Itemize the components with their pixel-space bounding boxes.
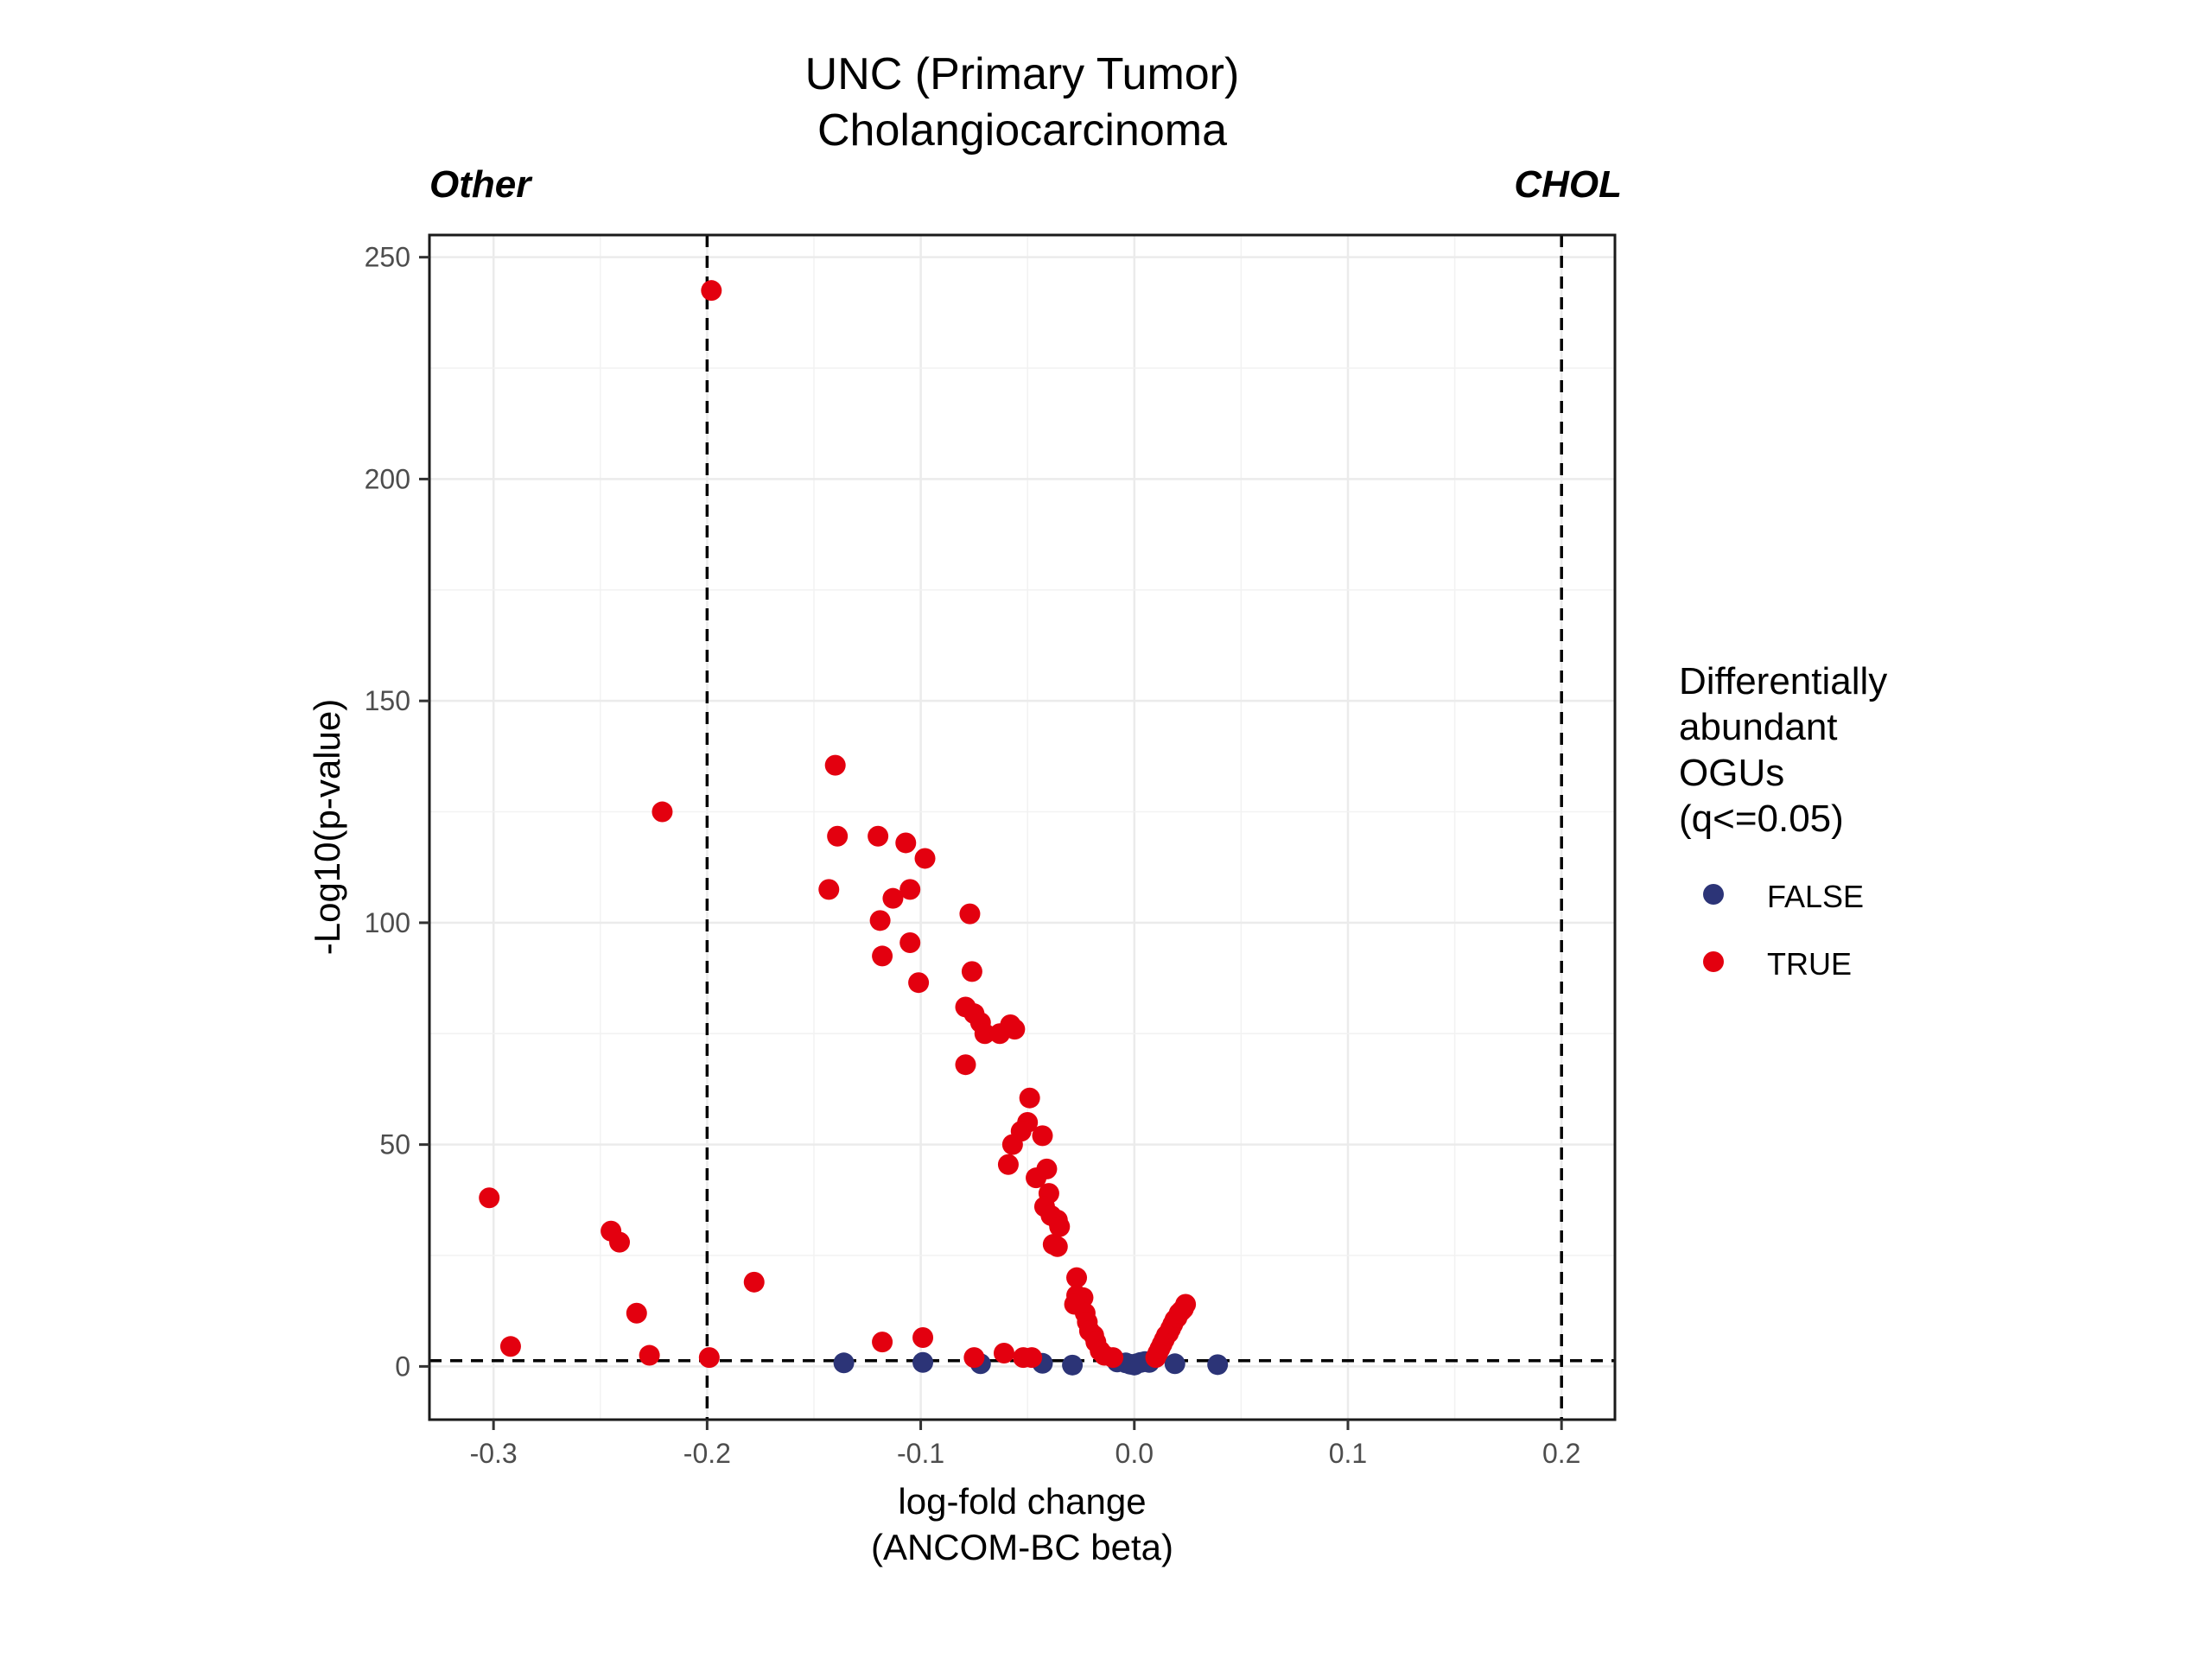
point-true bbox=[479, 1187, 500, 1209]
point-true bbox=[868, 825, 889, 847]
legend-key-true bbox=[1703, 951, 1724, 972]
x-axis-title-line-2: (ANCOM-BC beta) bbox=[871, 1527, 1173, 1567]
point-true bbox=[955, 1054, 976, 1076]
point-true bbox=[639, 1344, 660, 1366]
point-true bbox=[974, 1023, 995, 1045]
reference-lines bbox=[429, 235, 1615, 1420]
y-axis-ticks: 0 50 100 150 200 250 bbox=[365, 242, 429, 1382]
point-true bbox=[818, 879, 840, 900]
point-true bbox=[827, 825, 849, 847]
point-true bbox=[698, 1347, 720, 1369]
point-true bbox=[1103, 1347, 1124, 1369]
data-points bbox=[479, 280, 1229, 1376]
point-true bbox=[872, 945, 893, 967]
point-false bbox=[912, 1351, 934, 1373]
x-tick-label: -0.1 bbox=[897, 1438, 944, 1469]
legend-title-line-4: (q<=0.05) bbox=[1679, 798, 1844, 840]
legend-key-false bbox=[1703, 884, 1724, 905]
annotation-left: Other bbox=[429, 163, 533, 206]
point-true bbox=[1026, 1167, 1047, 1189]
grid-lines bbox=[429, 235, 1615, 1420]
plot-title-line-1: UNC (Primary Tumor) bbox=[805, 49, 1240, 99]
x-axis-ticks: -0.3 -0.2 -0.1 0.0 0.1 0.2 bbox=[470, 1420, 1580, 1469]
point-true bbox=[652, 801, 673, 823]
x-tick-label: 0.0 bbox=[1116, 1438, 1154, 1469]
x-axis-title-line-1: log-fold change bbox=[898, 1481, 1146, 1522]
point-true bbox=[959, 903, 981, 925]
point-true bbox=[961, 961, 982, 982]
point-true bbox=[895, 832, 917, 854]
point-true bbox=[1049, 1216, 1071, 1237]
legend-title-line-1: Differentially bbox=[1679, 660, 1887, 702]
y-tick-label: 0 bbox=[395, 1351, 410, 1382]
point-true bbox=[899, 879, 921, 900]
point-true bbox=[1046, 1236, 1068, 1257]
legend: Differentially abundant OGUs (q<=0.05) F… bbox=[1679, 660, 1887, 982]
y-tick-label: 200 bbox=[365, 463, 410, 494]
point-true bbox=[743, 1271, 765, 1293]
plot-panel bbox=[428, 233, 1617, 1421]
point-true bbox=[997, 1154, 1019, 1175]
y-tick-label: 250 bbox=[365, 242, 410, 273]
point-true bbox=[609, 1231, 631, 1253]
point-false bbox=[833, 1352, 855, 1374]
x-tick-label: -0.3 bbox=[470, 1438, 518, 1469]
y-tick-label: 100 bbox=[365, 907, 410, 938]
annotation-right: CHOL bbox=[1514, 163, 1622, 206]
point-true bbox=[908, 972, 930, 994]
point-false bbox=[1164, 1353, 1185, 1375]
point-true bbox=[1001, 1134, 1023, 1155]
point-true bbox=[626, 1302, 647, 1324]
point-true bbox=[899, 932, 921, 954]
plot-title-line-2: Cholangiocarcinoma bbox=[817, 105, 1227, 156]
point-true bbox=[912, 1327, 934, 1349]
point-true bbox=[1066, 1267, 1088, 1288]
point-true bbox=[824, 754, 846, 776]
point-true bbox=[1019, 1087, 1040, 1109]
legend-label-false: FALSE bbox=[1767, 879, 1864, 914]
point-true bbox=[1021, 1347, 1043, 1369]
legend-title-line-3: OGUs bbox=[1679, 752, 1784, 794]
legend-title-line-2: abundant bbox=[1679, 706, 1838, 748]
point-true bbox=[1004, 1019, 1026, 1040]
point-true bbox=[1032, 1125, 1053, 1147]
point-false bbox=[1062, 1354, 1084, 1376]
y-axis-title: -Log10(p-value) bbox=[307, 699, 347, 956]
point-true bbox=[872, 1332, 893, 1353]
point-true bbox=[701, 280, 722, 302]
point-true bbox=[882, 887, 904, 909]
point-true bbox=[963, 1347, 985, 1369]
y-tick-label: 150 bbox=[365, 685, 410, 716]
point-true bbox=[1175, 1294, 1197, 1315]
point-true bbox=[914, 848, 936, 869]
x-tick-label: 0.2 bbox=[1542, 1438, 1580, 1469]
x-tick-label: -0.2 bbox=[683, 1438, 731, 1469]
point-true bbox=[869, 910, 891, 931]
point-false bbox=[1207, 1354, 1229, 1376]
y-tick-label: 50 bbox=[379, 1129, 410, 1160]
point-true bbox=[499, 1336, 521, 1357]
point-true bbox=[993, 1342, 1014, 1363]
panel-border bbox=[428, 233, 1617, 1421]
legend-label-true: TRUE bbox=[1767, 946, 1852, 982]
x-tick-label: 0.1 bbox=[1329, 1438, 1367, 1469]
